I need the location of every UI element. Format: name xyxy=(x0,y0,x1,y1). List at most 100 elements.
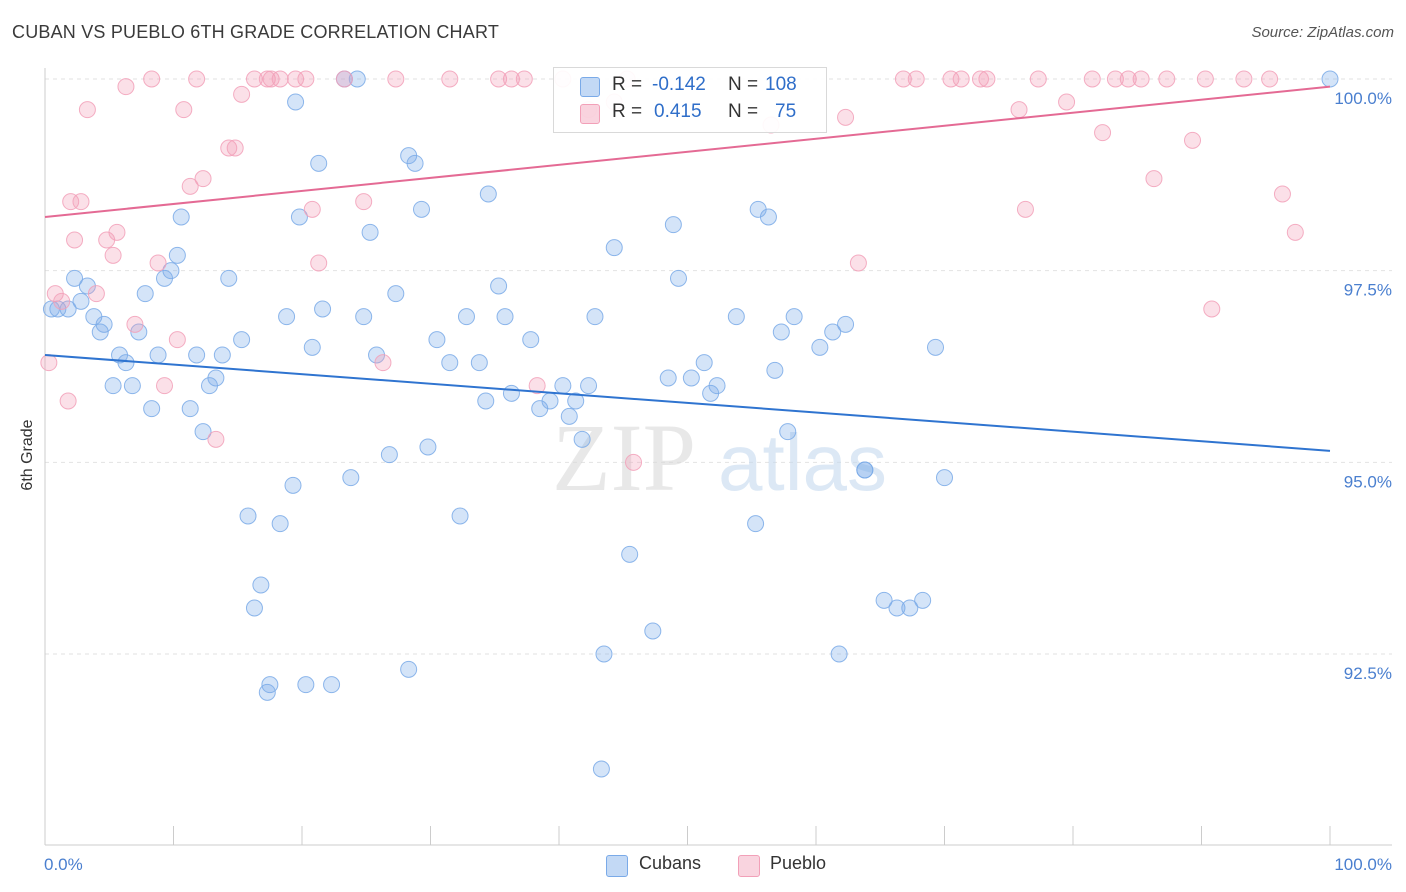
bottom-legend-swatch-pueblo xyxy=(738,855,760,877)
legend-n-value-cubans: 108 xyxy=(765,74,797,95)
legend-n-label: N = xyxy=(728,101,759,122)
point-cubans xyxy=(149,346,167,364)
point-cubans xyxy=(220,269,238,287)
point-pueblo xyxy=(66,231,84,249)
point-cubans xyxy=(380,446,398,464)
point-cubans xyxy=(136,285,154,303)
point-pueblo xyxy=(262,70,280,88)
x-tick-label: 0.0% xyxy=(44,855,83,874)
point-cubans xyxy=(580,377,598,395)
legend-row-pueblo: R = 0.415 N = 75 xyxy=(554,101,826,127)
point-cubans xyxy=(759,208,777,226)
point-cubans xyxy=(490,277,508,295)
point-pueblo xyxy=(490,70,508,88)
bottom-legend-swatch-cubans xyxy=(606,855,628,877)
point-pueblo xyxy=(220,139,238,157)
point-cubans xyxy=(95,315,113,333)
point-cubans xyxy=(901,599,919,617)
point-cubans xyxy=(419,438,437,456)
point-pueblo xyxy=(297,70,315,88)
point-cubans xyxy=(779,423,797,441)
point-cubans xyxy=(271,515,289,533)
point-pueblo xyxy=(894,70,912,88)
y-tick-label: 92.5% xyxy=(1344,664,1392,683)
point-cubans xyxy=(303,338,321,356)
point-cubans xyxy=(361,223,379,241)
point-pueblo xyxy=(502,70,520,88)
point-cubans xyxy=(830,645,848,663)
axes xyxy=(44,68,1392,846)
point-cubans xyxy=(927,338,945,356)
point-cubans xyxy=(194,423,212,441)
point-pueblo xyxy=(528,377,546,395)
point-pueblo xyxy=(1106,70,1124,88)
legend-swatch-cubans xyxy=(580,77,600,97)
point-cubans xyxy=(605,239,623,257)
point-cubans xyxy=(287,93,305,111)
tick-labels: 92.5% 95.0% 97.5% 100.0% 0.0% 100.0% xyxy=(44,89,1392,874)
point-cubans xyxy=(207,369,225,387)
y-tick-label: 95.0% xyxy=(1344,472,1392,491)
point-pueblo xyxy=(1010,101,1028,119)
point-cubans xyxy=(123,377,141,395)
point-cubans xyxy=(670,269,688,287)
y-tick-label: 97.5% xyxy=(1344,281,1392,300)
point-pueblo xyxy=(1094,124,1112,142)
point-pueblo xyxy=(59,392,77,410)
legend-n-value-pueblo: 75 xyxy=(775,101,797,122)
point-cubans xyxy=(239,507,257,525)
point-pueblo xyxy=(1132,70,1150,88)
point-cubans xyxy=(595,645,613,663)
point-pueblo xyxy=(287,70,305,88)
point-cubans xyxy=(541,392,559,410)
point-pueblo xyxy=(1286,223,1304,241)
point-cubans xyxy=(451,507,469,525)
point-cubans xyxy=(297,676,315,694)
point-cubans xyxy=(117,354,135,372)
trend-line-pueblo xyxy=(44,85,1331,218)
point-cubans xyxy=(856,461,874,479)
point-cubans xyxy=(479,185,497,203)
point-cubans xyxy=(284,476,302,494)
point-cubans xyxy=(387,285,405,303)
y-tick-label: 100.0% xyxy=(1334,89,1392,108)
point-cubans xyxy=(400,660,418,678)
point-pueblo xyxy=(226,139,244,157)
point-cubans xyxy=(592,760,610,778)
point-pueblo xyxy=(978,70,996,88)
legend-box: R = -0.142 N = 108 R = 0.415 N = 75 xyxy=(553,67,827,133)
point-pueblo xyxy=(108,223,126,241)
point-cubans xyxy=(261,676,279,694)
point-cubans xyxy=(406,154,424,172)
point-pueblo xyxy=(335,70,353,88)
point-pueblo xyxy=(837,108,855,126)
point-pueblo xyxy=(117,78,135,96)
point-cubans xyxy=(682,369,700,387)
point-pueblo xyxy=(1203,300,1221,318)
point-cubans xyxy=(727,308,745,326)
point-pueblo xyxy=(87,285,105,303)
point-cubans xyxy=(837,315,855,333)
point-cubans xyxy=(428,331,446,349)
point-cubans xyxy=(213,346,231,364)
point-pueblo xyxy=(952,70,970,88)
watermark-atlas: atlas xyxy=(718,418,887,507)
point-cubans xyxy=(1321,70,1339,88)
point-pueblo xyxy=(194,170,212,188)
point-cubans xyxy=(567,392,585,410)
point-pueblo xyxy=(104,246,122,264)
point-pueblo xyxy=(156,377,174,395)
point-cubans xyxy=(747,515,765,533)
point-cubans xyxy=(290,208,308,226)
point-cubans xyxy=(233,331,251,349)
chart-title: CUBAN VS PUEBLO 6TH GRADE CORRELATION CH… xyxy=(12,22,500,42)
point-pueblo xyxy=(149,254,167,272)
trend-line-cubans xyxy=(44,354,1331,452)
legend-r-label: R = xyxy=(612,101,643,122)
point-cubans xyxy=(143,400,161,418)
point-cubans xyxy=(554,377,572,395)
point-cubans xyxy=(457,308,475,326)
point-cubans xyxy=(413,200,431,218)
point-pueblo xyxy=(310,254,328,272)
point-cubans xyxy=(172,208,190,226)
